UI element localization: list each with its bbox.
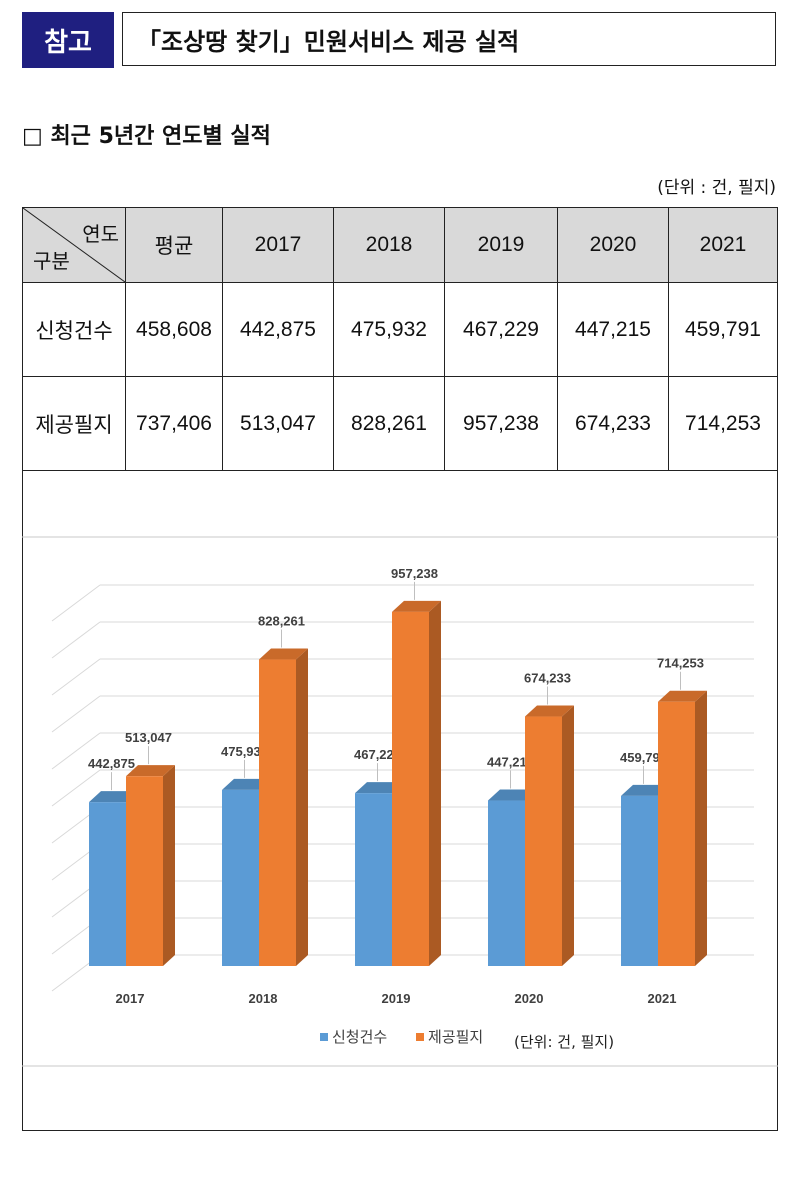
- table-cell: 737,406: [125, 376, 223, 471]
- data-label: 828,261: [258, 614, 305, 629]
- table-cell: 459,791: [668, 282, 778, 377]
- gridline-side: [51, 732, 101, 770]
- table-cell: 475,932: [333, 282, 445, 377]
- x-tick-label: 2018: [249, 991, 278, 1006]
- column-header: 2021: [668, 207, 778, 283]
- table-cell: 828,261: [333, 376, 445, 471]
- bar-top: [89, 791, 138, 803]
- data-label: 513,047: [125, 730, 172, 745]
- bar-side: [695, 690, 707, 966]
- table-cell: 447,215: [557, 282, 669, 377]
- row-label: 제공필지: [22, 376, 126, 471]
- table-cell: 467,229: [444, 282, 558, 377]
- column-header: 2017: [222, 207, 334, 283]
- bar-top: [126, 765, 175, 777]
- column-header: 평균: [125, 207, 223, 283]
- gridline-side: [51, 695, 101, 733]
- chart-container: [22, 471, 778, 1131]
- corner-year-label: 연도: [82, 224, 119, 246]
- data-label: 447,215: [487, 755, 534, 770]
- page-title: 「조상땅 찾기」민원서비스 제공 실적: [122, 12, 776, 66]
- table-cell: 674,233: [557, 376, 669, 471]
- table-header-row: 연도 구분 평균 2017 2018 2019 2020 2021: [22, 207, 778, 283]
- x-tick-label: 2021: [648, 991, 677, 1006]
- section-title: □ 최근 5년간 연도별 실적: [22, 124, 271, 149]
- table-cell: 513,047: [222, 376, 334, 471]
- table-row: 신청건수 458,608 442,875 475,932 467,229 447…: [22, 282, 778, 377]
- legend-swatch: [416, 1033, 424, 1041]
- results-table: 연도 구분 평균 2017 2018 2019 2020 2021 신청건수 4…: [22, 207, 778, 471]
- data-label: 442,875: [88, 756, 135, 771]
- legend-label: 신청건수: [332, 1028, 387, 1046]
- bar-top: [621, 784, 670, 796]
- legend-swatch: [320, 1033, 328, 1041]
- bar-top: [525, 705, 574, 717]
- row-label: 신청건수: [22, 282, 126, 377]
- bar-top: [392, 600, 441, 612]
- bar: [259, 659, 296, 966]
- column-header: 2019: [444, 207, 558, 283]
- x-tick-label: 2019: [382, 991, 411, 1006]
- bar: [392, 611, 429, 966]
- bar-top: [355, 782, 404, 794]
- table-cell: 442,875: [222, 282, 334, 377]
- bar: [621, 795, 658, 966]
- data-label: 714,253: [657, 656, 704, 671]
- bar: [525, 716, 562, 966]
- bar: [126, 776, 163, 966]
- bar-side: [429, 600, 441, 966]
- reference-badge: 참고: [22, 12, 114, 68]
- bar-side: [163, 765, 175, 966]
- bar-top: [222, 778, 271, 790]
- bar: [658, 701, 695, 966]
- data-label: 467,229: [354, 747, 401, 762]
- table-cell: 714,253: [668, 376, 778, 471]
- x-tick-label: 2020: [515, 991, 544, 1006]
- gridline-side: [51, 769, 101, 807]
- data-label: 957,238: [391, 566, 438, 581]
- data-label: 459,791: [620, 750, 667, 765]
- chart-unit-note: (단위: 건, 필지): [514, 1033, 614, 1051]
- corner-cell: 연도 구분: [22, 207, 126, 283]
- gridline-side: [51, 584, 101, 622]
- bar: [488, 800, 525, 966]
- bar-top: [259, 648, 308, 660]
- column-header: 2020: [557, 207, 669, 283]
- gridline-side: [51, 658, 101, 696]
- diagonal-line: [23, 208, 125, 282]
- data-label: 475,932: [221, 744, 268, 759]
- table-row: 제공필지 737,406 513,047 828,261 957,238 674…: [22, 376, 778, 471]
- x-tick-label: 2017: [116, 991, 145, 1006]
- corner-category-label: 구분: [33, 251, 70, 273]
- unit-label: (단위 : 건, 필지): [657, 178, 776, 198]
- legend-label: 제공필지: [428, 1028, 483, 1046]
- table-cell: 458,608: [125, 282, 223, 377]
- bar: [355, 793, 392, 966]
- bar: [89, 802, 126, 966]
- bar-chart: 442,875 513,047 2017 475,932 828,261 2018 467,…: [22, 536, 778, 1067]
- column-header: 2018: [333, 207, 445, 283]
- table-cell: 957,238: [444, 376, 558, 471]
- gridline-side: [51, 621, 101, 659]
- bar-top: [488, 789, 537, 801]
- bar: [222, 789, 259, 966]
- bar-top: [658, 690, 707, 702]
- data-label: 674,233: [524, 671, 571, 686]
- bar-side: [296, 648, 308, 966]
- bar-side: [562, 705, 574, 966]
